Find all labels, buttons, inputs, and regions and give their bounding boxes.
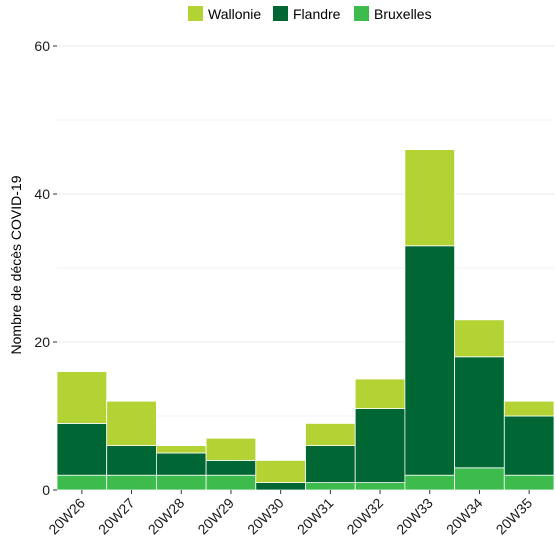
- legend-swatch-flandre: [273, 6, 288, 21]
- bar-wallonie-20w26: [56, 371, 108, 424]
- bar-flandre-20w34: [454, 356, 505, 469]
- x-tick-label: 20W34: [443, 495, 486, 538]
- bar-bruxelles-20w34: [454, 467, 505, 491]
- bar-flandre-20w26: [56, 422, 108, 476]
- bar-bruxelles-20w26: [56, 474, 108, 491]
- bar-flandre-20w29: [205, 459, 257, 476]
- legend-label-wallonie: Wallonie: [208, 6, 261, 22]
- bar-bruxelles-20w29: [205, 474, 257, 491]
- x-tick-label: 20W28: [145, 495, 188, 538]
- legend-swatch-bruxelles: [354, 6, 369, 21]
- bar-flandre-20w31: [305, 445, 356, 484]
- legend-swatch-wallonie: [188, 6, 203, 21]
- bar-flandre-20w28: [155, 452, 207, 476]
- x-tick-label: 20W27: [95, 495, 138, 538]
- bar-wallonie-20w28: [155, 445, 207, 454]
- bar-flandre-20w33: [404, 245, 455, 476]
- bar-bruxelles-20w28: [155, 474, 207, 491]
- y-axis: 0 20 40 60: [34, 38, 57, 498]
- legend-label-flandre: Flandre: [293, 6, 341, 22]
- x-axis: 20W26 20W27 20W28 20W29 20W30 20W31 20W32 20W33…: [45, 490, 535, 537]
- bar-bruxelles-20w27: [106, 474, 157, 491]
- legend: Wallonie Flandre Bruxelles: [188, 6, 432, 22]
- bar-bruxelles-20w32: [354, 482, 406, 491]
- bar-wallonie-20w27: [106, 400, 157, 447]
- bar-wallonie-20w32: [354, 378, 406, 410]
- bar-wallonie-20w30: [255, 459, 306, 483]
- bars: [56, 149, 555, 491]
- x-tick-label: 20W35: [493, 495, 536, 538]
- bar-bruxelles-20w31: [305, 482, 356, 491]
- bar-flandre-20w32: [354, 408, 406, 484]
- bar-bruxelles-20w35: [503, 474, 555, 491]
- x-tick-label: 20W29: [194, 495, 237, 538]
- legend-label-bruxelles: Bruxelles: [374, 6, 432, 22]
- x-tick-label: 20W32: [343, 495, 386, 538]
- x-tick-label: 20W30: [244, 495, 287, 538]
- bar-wallonie-20w33: [404, 149, 455, 247]
- bar-bruxelles-20w33: [404, 474, 455, 491]
- bar-wallonie-20w34: [454, 319, 505, 358]
- y-axis-title: Nombre de décès COVID-19: [8, 175, 24, 354]
- bar-wallonie-20w29: [205, 437, 257, 461]
- y-tick-label: 60: [34, 38, 50, 54]
- x-tick-label: 20W26: [45, 495, 88, 538]
- x-tick-label: 20W33: [393, 495, 436, 538]
- bar-flandre-20w27: [106, 445, 157, 476]
- bar-wallonie-20w31: [305, 422, 356, 446]
- y-tick-label: 20: [34, 334, 50, 350]
- x-tick-label: 20W31: [294, 495, 337, 538]
- bar-flandre-20w35: [503, 415, 555, 476]
- y-tick-label: 40: [34, 186, 50, 202]
- y-tick-label: 0: [42, 482, 50, 498]
- bar-wallonie-20w35: [503, 400, 555, 417]
- bar-flandre-20w30: [255, 482, 306, 491]
